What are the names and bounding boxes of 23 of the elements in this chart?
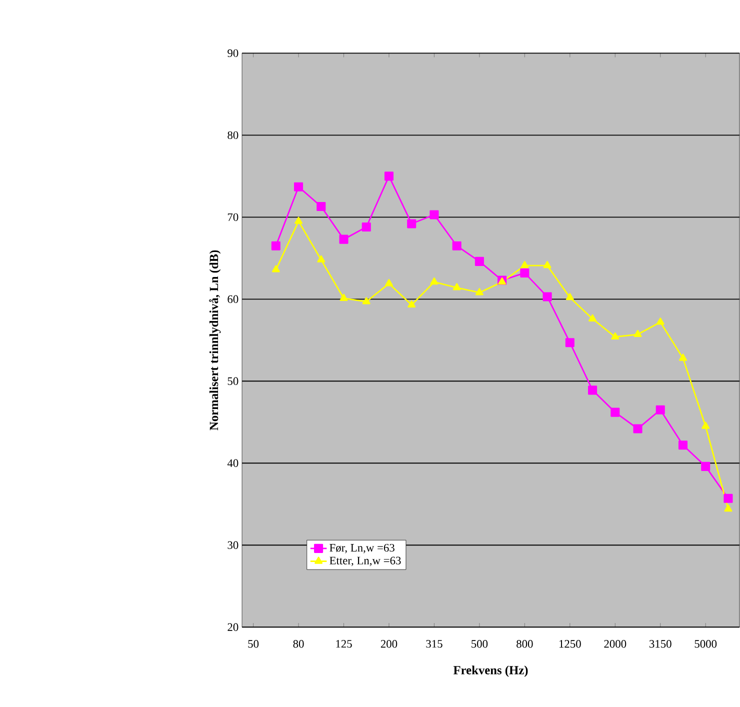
x-axis-title: Frekvens (Hz) bbox=[453, 666, 528, 678]
y-tick-label: 60 bbox=[228, 295, 238, 304]
x-tick-label: 125 bbox=[336, 640, 352, 648]
y-tick-label: 70 bbox=[228, 213, 238, 222]
x-tick-label: 2000 bbox=[604, 640, 626, 648]
y-axis-title: Normalisert trinnlydnivå, Ln (dB) bbox=[209, 250, 221, 430]
x-tick-label: 3150 bbox=[650, 640, 672, 648]
x-tick-label: 800 bbox=[516, 640, 533, 648]
x-tick-label: 80 bbox=[293, 640, 304, 648]
x-tick-label: 50 bbox=[248, 640, 259, 648]
legend-label: Før, Ln,w =63 bbox=[330, 544, 394, 554]
y-tick-label: 20 bbox=[228, 623, 238, 632]
x-tick-label: 315 bbox=[426, 640, 442, 648]
legend-label: Etter, Ln,w =63 bbox=[330, 556, 401, 566]
y-tick-label: 80 bbox=[228, 132, 238, 140]
y-tick-label: 50 bbox=[228, 377, 238, 386]
x-tick-label: 1250 bbox=[559, 640, 581, 648]
x-tick-label: 500 bbox=[472, 640, 488, 648]
y-tick-label: 90 bbox=[228, 50, 238, 58]
y-tick-label: 40 bbox=[227, 459, 238, 468]
x-tick-label: 5000 bbox=[694, 640, 717, 648]
y-tick-label: 30 bbox=[228, 541, 238, 550]
x-tick-label: 200 bbox=[380, 640, 398, 648]
